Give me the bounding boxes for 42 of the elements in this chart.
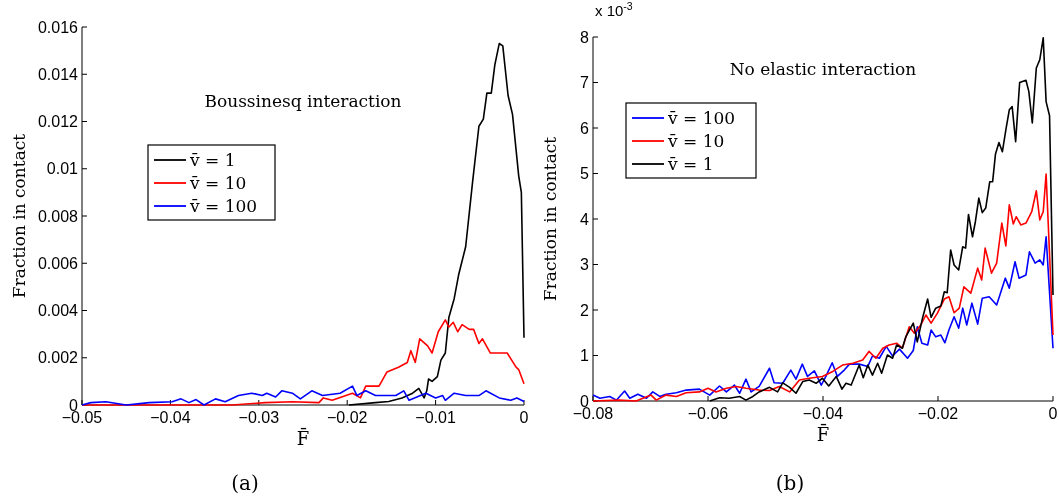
legend-label: v̄ = 10: [667, 130, 725, 151]
x-tick-label: −0.04: [150, 409, 191, 426]
y-tick-label: 0.016: [37, 18, 79, 36]
legend-label: v̄ = 1: [189, 149, 236, 170]
x-tick-label: −0.03: [238, 409, 280, 426]
y-tick-label: 8: [580, 28, 590, 46]
legend-label: v̄ = 100: [667, 107, 736, 128]
x-axis-title: F̄: [296, 426, 310, 449]
x-tick-label: −0.05: [61, 409, 103, 426]
y-axis-title: Fraction in contact: [540, 136, 560, 302]
y-tick-label: 0.006: [37, 254, 79, 272]
legend-label: v̄ = 10: [189, 172, 247, 193]
x-tick-label: −0.02: [326, 409, 368, 426]
y-tick-label: 5: [580, 165, 590, 183]
y-tick-label: 0.01: [46, 160, 79, 178]
y-tick-label: 3: [580, 256, 590, 274]
y-tick-label: 0.012: [37, 113, 79, 131]
legend-label: v̄ = 1: [667, 153, 714, 174]
text: x 10$^{-3}$: [595, 0, 633, 19]
y-tick-label: 4: [580, 210, 590, 228]
y-tick-label: 7: [580, 74, 590, 92]
x-tick-label: −0.01: [415, 409, 456, 426]
text: (b): [775, 471, 805, 495]
x-tick-label: 0: [519, 409, 529, 426]
text: (a): [231, 471, 259, 495]
y-tick-label: 0.008: [37, 207, 79, 225]
x-tick-label: 0: [1048, 405, 1058, 422]
y-tick-label: 0.002: [37, 349, 79, 367]
x-axis-title: F̄: [816, 422, 830, 445]
legend-label: v̄ = 100: [189, 195, 258, 216]
y-tick-label: 1: [580, 347, 590, 365]
y-tick-label: 6: [580, 119, 590, 137]
y-tick-label: 0.004: [37, 302, 79, 320]
y-axis-title: Fraction in contact: [9, 133, 29, 299]
x-tick-label: −0.06: [687, 405, 729, 422]
y-tick-label: 2: [580, 301, 590, 319]
text: No elastic interaction: [729, 59, 917, 79]
text: Boussinesq interaction: [204, 91, 402, 111]
y-tick-label: 0.014: [37, 65, 79, 83]
x-tick-label: −0.02: [917, 405, 959, 422]
x-tick-label: −0.04: [802, 405, 844, 422]
x-tick-label: −0.08: [572, 405, 614, 422]
